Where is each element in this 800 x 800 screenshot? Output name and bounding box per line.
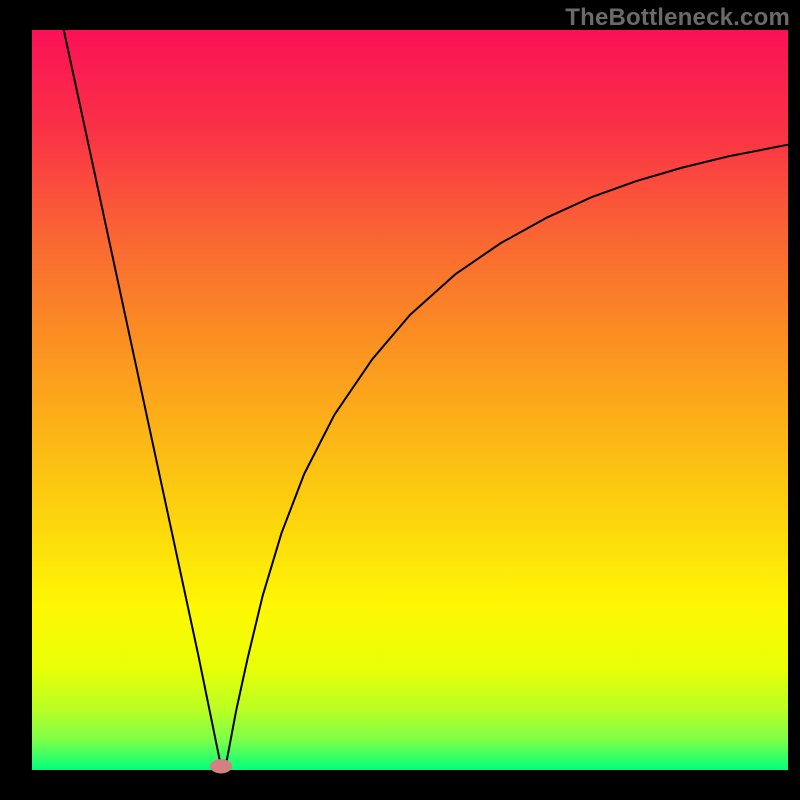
optimal-point-marker	[210, 760, 231, 773]
figure-container: TheBottleneck.com	[0, 0, 800, 800]
watermark-label: TheBottleneck.com	[565, 4, 790, 32]
plot-background	[32, 30, 788, 770]
bottleneck-chart	[0, 0, 800, 800]
